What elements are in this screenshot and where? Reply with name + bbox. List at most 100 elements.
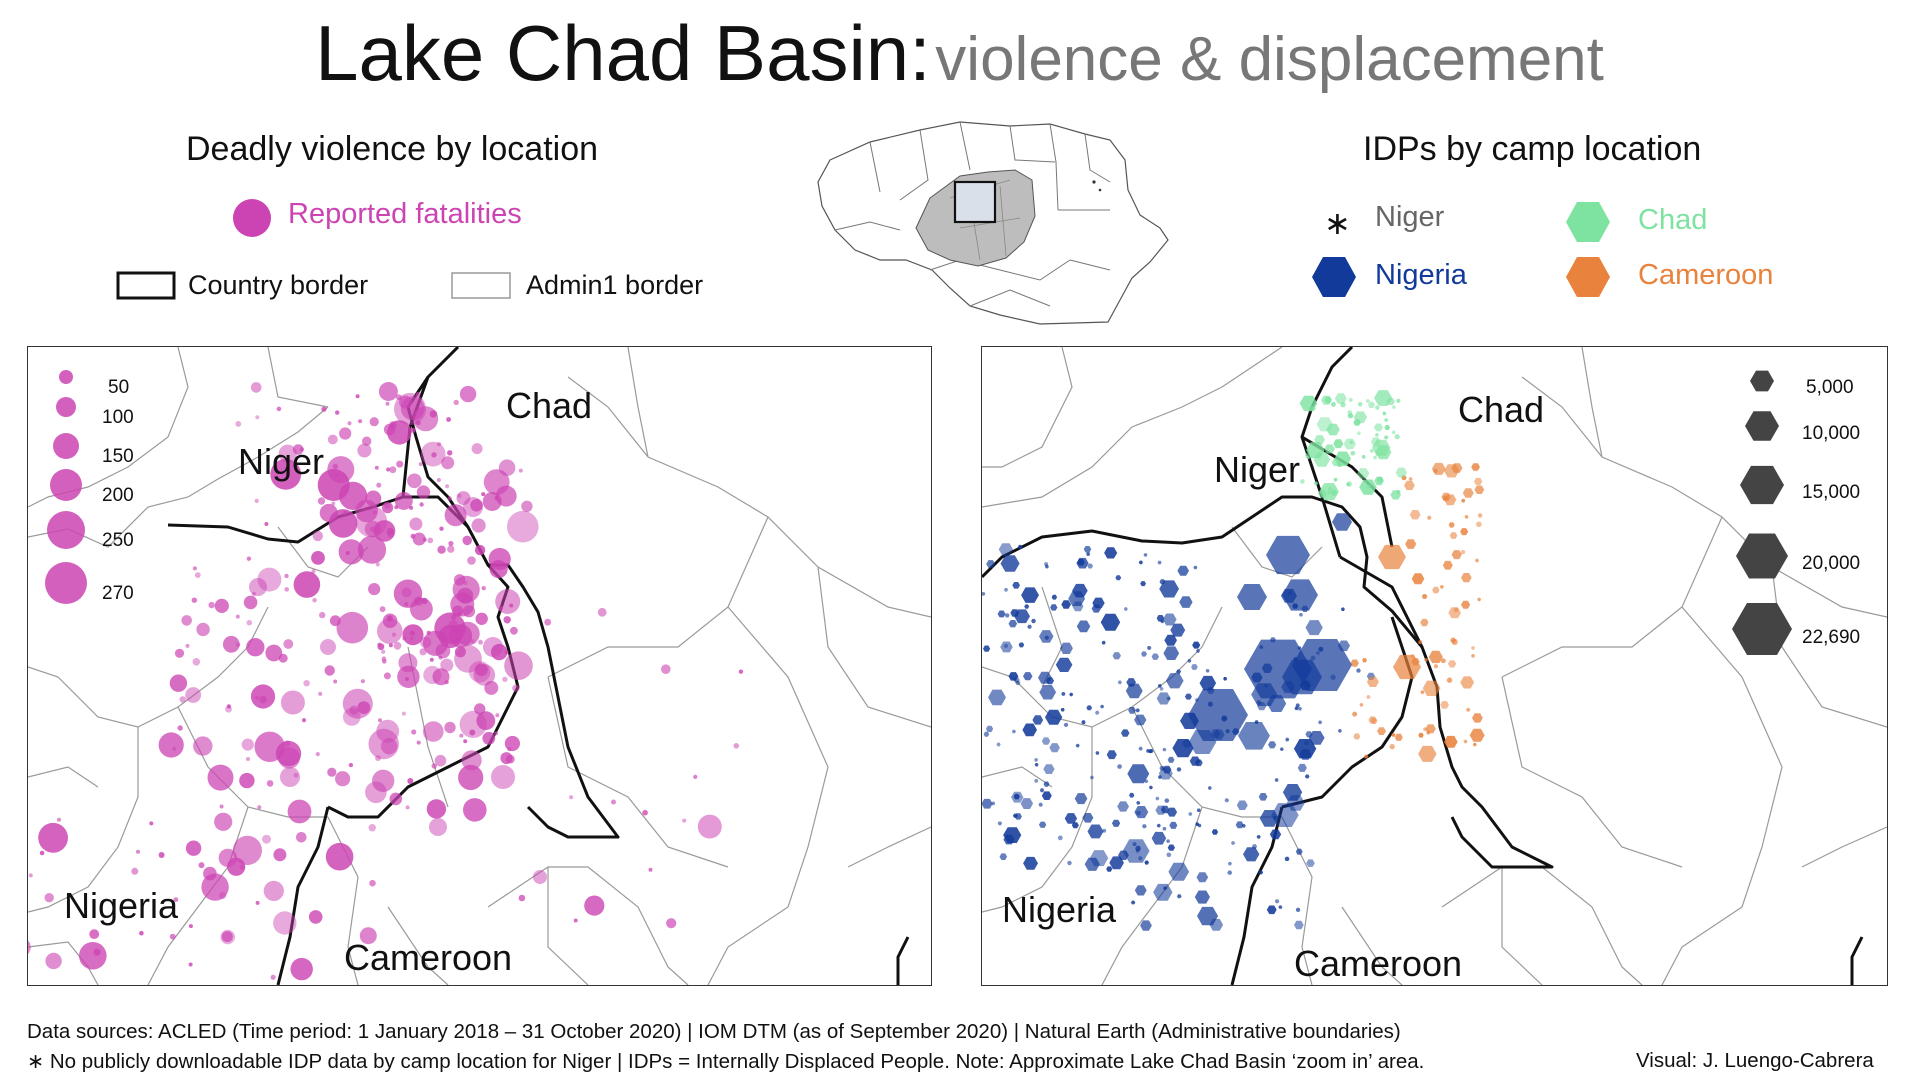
fatality-marker [57, 817, 61, 822]
fatality-marker [357, 701, 371, 714]
cameroon-camp-marker [1471, 654, 1476, 658]
cameroon-camp-marker [1448, 522, 1455, 528]
idp-size-label: 10,000 [1802, 423, 1861, 444]
chad-camp-marker [1343, 438, 1356, 450]
cameroon-camp-marker [1475, 521, 1482, 527]
chad-camp-marker [1330, 402, 1337, 407]
chad-camp-marker [1313, 452, 1331, 467]
nigeria-camp-marker [1134, 714, 1147, 726]
idp-legend-niger: Niger [1375, 201, 1445, 233]
fatality-marker [39, 850, 45, 856]
nigeria-camp-marker [1188, 812, 1193, 816]
chad-camp-marker [1318, 489, 1327, 498]
nigeria-camp-marker [1305, 620, 1323, 636]
nigeria-camp-marker [1179, 596, 1193, 608]
nigeria-camp-marker [1117, 764, 1123, 769]
fatality-marker [444, 721, 456, 734]
fatality-marker [191, 597, 197, 603]
nigeria-camp-marker [1207, 786, 1212, 790]
chad-camp-marker [1356, 431, 1361, 436]
fatality-marker [470, 639, 475, 644]
nigeria-camp-marker [1060, 708, 1065, 712]
fatality-marker [44, 893, 54, 903]
fatality-marker [359, 927, 377, 945]
fatality-marker [308, 910, 323, 924]
nigeria-camp-marker [1010, 609, 1020, 617]
nigeria-camp-marker [986, 560, 996, 568]
cameroon-camp-marker [1443, 464, 1460, 478]
nigeria-camp-marker [996, 742, 1001, 747]
fatality-marker [249, 578, 267, 596]
cameroon-camp-marker [1408, 477, 1413, 481]
fatality-marker [440, 658, 454, 672]
cameroon-camp-marker [1351, 711, 1358, 717]
fatality-marker [409, 630, 415, 637]
fatality-marker [436, 478, 441, 482]
chad-camp-marker [1305, 453, 1310, 458]
cameroon-camp-marker [1424, 658, 1429, 662]
fatality-marker [409, 517, 423, 531]
chad-camp-marker [1366, 484, 1371, 489]
nigeria-camp-marker [1043, 764, 1055, 774]
nigeria-camp-marker [1162, 747, 1167, 752]
nigeria-camp-marker [1156, 823, 1161, 828]
cameroon-camp-marker [1472, 713, 1483, 723]
nigeria-camp-marker [1072, 601, 1084, 612]
fatality-marker [482, 492, 502, 511]
cameroon-camp-marker [1447, 660, 1457, 668]
fatality-size-label: 200 [102, 485, 134, 506]
title-subtitle: violence & displacement [935, 25, 1604, 94]
fatality-marker [257, 805, 262, 810]
fatality-marker [38, 822, 68, 853]
nigeria-camp-marker [1227, 861, 1232, 866]
fatality-marker [435, 643, 451, 659]
fatality-marker [320, 639, 336, 655]
fatality-marker [476, 711, 496, 731]
fatality-marker [219, 804, 224, 809]
fatality-marker [544, 618, 552, 626]
nigeria-camp-marker [1286, 795, 1305, 811]
chad-camp-marker [1365, 399, 1370, 403]
fatality-marker [478, 639, 483, 645]
chad-camp-marker [1369, 449, 1374, 453]
fatality-marker [439, 526, 444, 531]
fatality-marker [446, 417, 451, 422]
idp-camp-markers [982, 390, 1485, 931]
fatality-size-legend-marker [59, 370, 73, 384]
fatality-marker [429, 410, 438, 418]
cameroon-camp-marker [1440, 658, 1446, 663]
fatality-marker [343, 510, 348, 515]
nigeria-camp-marker [1184, 693, 1192, 700]
fatality-marker [373, 520, 396, 542]
africa-inset-map [817, 121, 1169, 325]
nigeria-camp-marker [1039, 788, 1045, 793]
fatality-marker [275, 740, 302, 767]
fatality-marker [426, 799, 447, 819]
cameroon-camp-marker [1422, 727, 1428, 732]
fatality-marker [518, 468, 523, 473]
nigeria-camp-marker [1128, 707, 1136, 714]
nigeria-camp-marker [1092, 597, 1105, 609]
fatality-marker [382, 659, 387, 664]
nigeria-camp-marker [1158, 767, 1173, 780]
nigeria-camp-marker [1164, 634, 1177, 646]
fatality-marker [471, 443, 483, 455]
fatality-marker [335, 410, 340, 415]
fatality-marker [336, 611, 369, 644]
chad-camp-marker [1373, 423, 1383, 432]
admin1-border-swatch-icon [451, 272, 511, 299]
fatality-marker [481, 492, 486, 497]
fatality-marker [188, 962, 193, 967]
fatality-marker [263, 880, 284, 902]
nigeria-camp-marker [1106, 866, 1113, 872]
nigeria-camp-marker [1123, 607, 1128, 611]
nigeria-camp-marker [1166, 852, 1172, 857]
fatality-marker [28, 940, 31, 954]
nigeria-camp-marker [988, 689, 1006, 706]
fatality-marker [250, 684, 276, 709]
nigeria-camp-marker [1074, 793, 1088, 805]
nigeria-camp-marker [1191, 664, 1198, 670]
cameroon-camp-marker [1461, 600, 1471, 609]
chad-camp-marker [1361, 455, 1366, 459]
fatality-marker [280, 767, 300, 787]
